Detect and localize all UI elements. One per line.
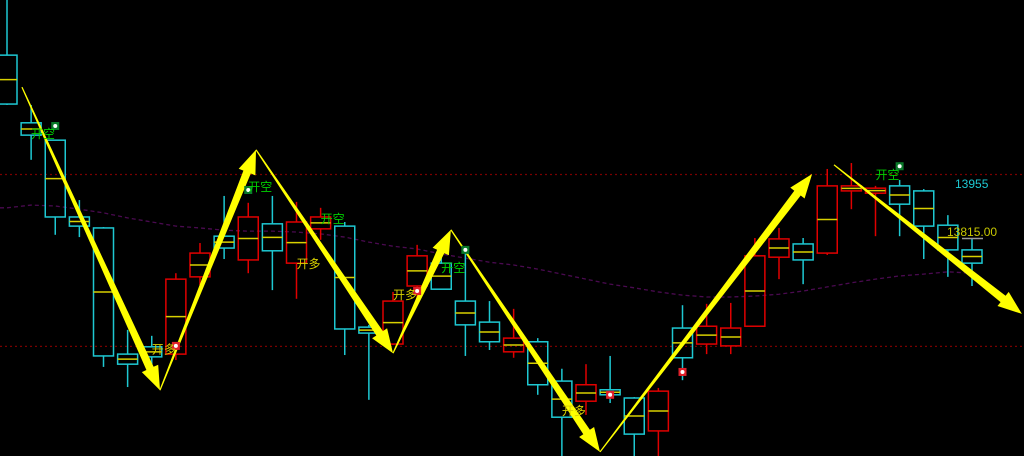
- open-short-label: 开空: [31, 127, 55, 141]
- candle: [792, 238, 814, 285]
- moving-average-line: [0, 204, 973, 298]
- candle: [816, 168, 838, 255]
- moving-average: [0, 204, 973, 298]
- signal-marker-dot: [897, 164, 902, 169]
- candle: [478, 301, 501, 350]
- open-short-label: 开空: [248, 180, 272, 194]
- candle: [382, 291, 404, 345]
- candle: [116, 329, 139, 388]
- trend-arrow: [21, 86, 161, 391]
- open-short-label: 开空: [321, 212, 345, 226]
- open-long-label: 开多: [297, 257, 321, 271]
- candle: [575, 364, 597, 415]
- candle: [237, 202, 259, 274]
- signal-marker-dot: [246, 188, 251, 192]
- signal-marker-dot: [415, 289, 420, 294]
- open-long-label: 开多: [393, 288, 417, 302]
- signal-marker-dot: [53, 124, 58, 128]
- candle: [913, 189, 935, 260]
- candle: [768, 227, 790, 280]
- candle: [0, 0, 18, 105]
- trend-arrow: [833, 164, 1022, 314]
- candles: [0, 0, 983, 456]
- open-short-label: 开空: [441, 261, 465, 275]
- candle: [840, 163, 863, 210]
- signal-marker-dot: [463, 247, 468, 252]
- current-price-label: 13815.00: [947, 225, 997, 239]
- signal-marker-dot: [173, 343, 178, 348]
- signal-marker-dot: [680, 369, 685, 374]
- open-long-label: 开多: [562, 404, 586, 418]
- candle: [309, 207, 332, 240]
- level-price-label: 13955: [955, 177, 989, 191]
- level-lines: [0, 173, 1024, 347]
- trend-arrow: [255, 149, 393, 354]
- signal-marker-dot: [608, 392, 613, 397]
- candle: [454, 249, 477, 356]
- open-long-label: 开多: [152, 343, 176, 357]
- candle: [189, 243, 211, 286]
- trend-arrows: [21, 86, 1022, 453]
- candle: [720, 302, 742, 355]
- trend-arrow: [159, 149, 256, 391]
- open-short-label: 开空: [876, 168, 900, 182]
- candle: [44, 139, 66, 235]
- candle: [285, 201, 308, 299]
- candle: [888, 179, 911, 237]
- trend-arrow: [450, 229, 600, 452]
- trend-arrow: [392, 229, 451, 354]
- candle: [165, 273, 187, 361]
- signal-markers: [51, 122, 904, 399]
- candle: [406, 244, 428, 301]
- candle: [261, 195, 284, 291]
- candle: [647, 387, 670, 456]
- trend-arrow: [599, 174, 813, 453]
